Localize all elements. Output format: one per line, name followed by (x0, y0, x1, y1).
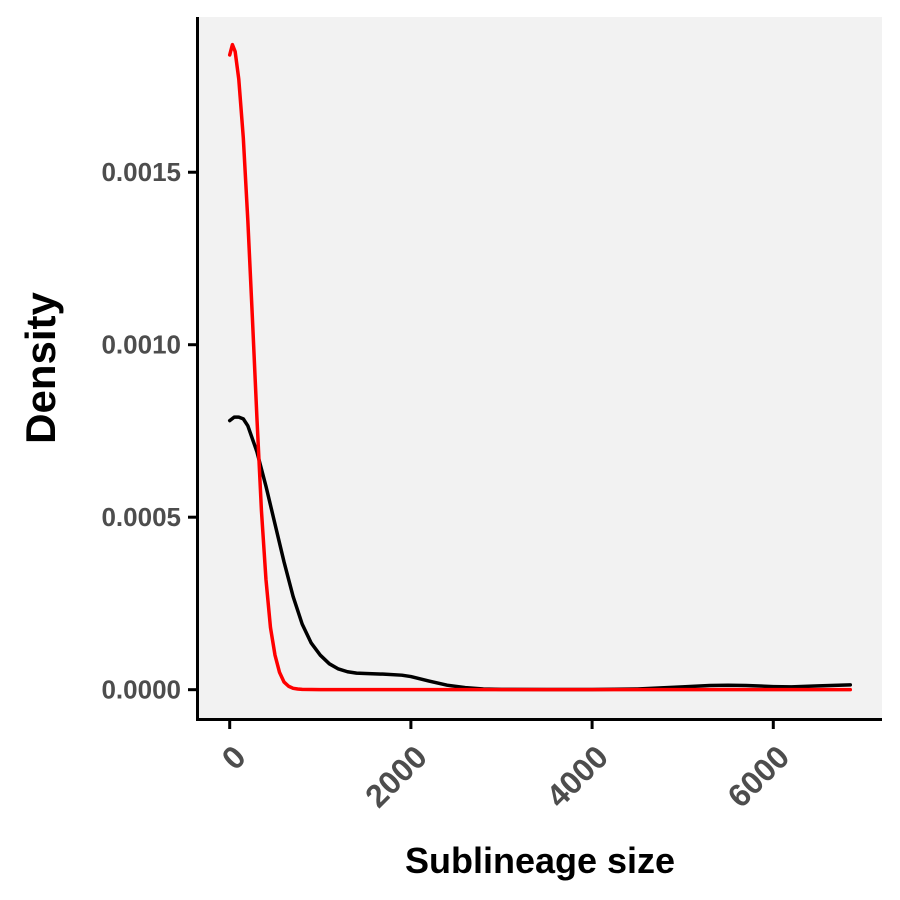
x-tick-label: 6000 (720, 738, 796, 814)
y-axis-ticks: 0.0000 0.0005 0.0010 0.0015 (101, 157, 197, 705)
density-line-2 (227, 42, 853, 692)
x-axis-ticks: 0 2000 4000 6000 (215, 720, 796, 814)
x-tick-label: 2000 (358, 738, 434, 814)
x-tick-label: 0 (215, 738, 253, 776)
x-tick-label: 4000 (539, 738, 615, 814)
y-tick-label: 0.0010 (101, 330, 181, 360)
series-layer (227, 42, 853, 692)
y-tick-label: 0.0015 (101, 157, 181, 187)
density-line-1 (227, 415, 853, 692)
plot-panel-background (198, 17, 882, 719)
x-axis-title: Sublineage size (405, 840, 675, 881)
y-tick-label: 0.0000 (101, 675, 181, 705)
y-axis-title: Density (17, 292, 64, 444)
y-tick-label: 0.0005 (101, 502, 181, 532)
